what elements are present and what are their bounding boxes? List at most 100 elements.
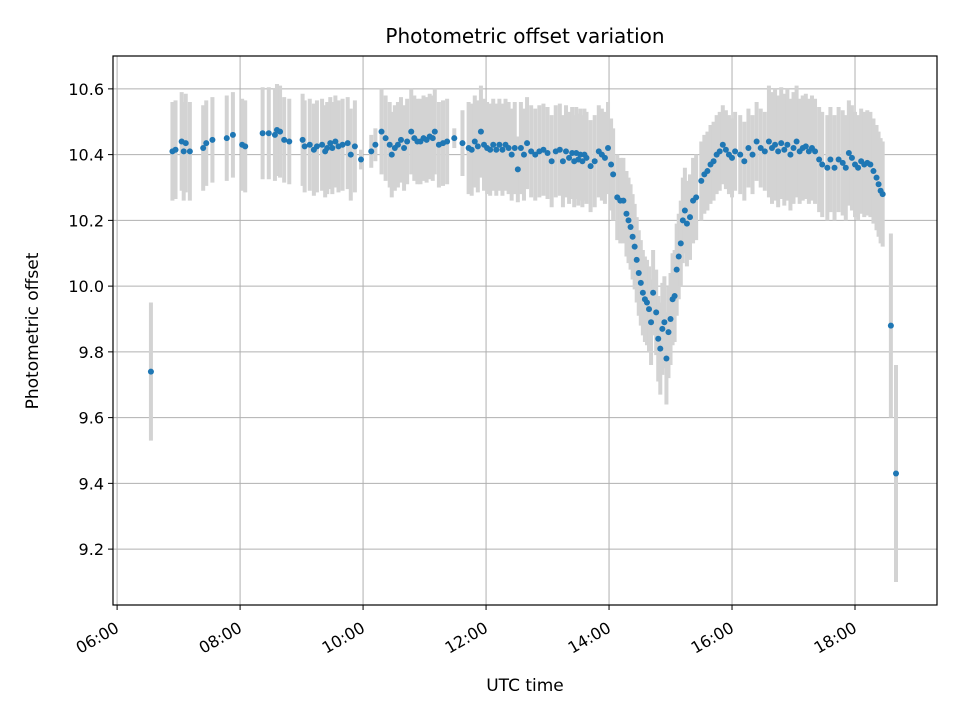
y-tick-label: 10.4 [68,146,104,165]
data-point [556,146,563,153]
data-point [540,146,547,153]
data-point [608,161,615,168]
data-point [646,306,653,313]
data-point [816,156,823,163]
data-point [271,131,278,138]
data-point [587,163,594,170]
data-point [200,145,207,152]
data-point [265,130,272,137]
data-point [831,164,838,171]
data-point [505,145,512,152]
data-point [667,315,674,322]
data-point [431,128,438,135]
x-axis-label: UTC time [486,676,564,696]
data-point [887,322,894,329]
data-point [474,143,481,150]
data-point [671,292,678,299]
data-point [639,289,646,296]
data-point [394,141,401,148]
data-point [528,148,535,155]
data-point [749,151,756,158]
data-point [569,149,576,156]
data-point [468,146,475,153]
data-point [511,145,518,152]
data-point [180,148,187,155]
data-point [693,194,700,201]
data-point [761,148,768,155]
data-point [327,140,334,147]
data-point [351,143,358,150]
data-point [471,138,478,145]
data-point [824,164,831,171]
data-point [737,151,744,158]
data-point [655,335,662,342]
data-point [358,156,365,163]
data-point [848,154,855,161]
data-point [408,128,415,135]
data-point [382,135,389,142]
data-point [772,141,779,148]
data-point [659,325,666,332]
data-point [812,148,819,155]
data-point [577,151,584,158]
y-tick-label: 9.8 [79,343,104,362]
data-point [429,135,436,142]
data-point [867,161,874,168]
data-point [745,145,752,152]
data-point [147,368,154,375]
data-point [182,140,189,147]
data-point [629,233,636,240]
data-point [839,159,846,166]
data-point [499,146,506,153]
data-point [324,145,331,152]
data-point [368,148,375,155]
y-tick-label: 9.2 [79,540,104,559]
data-point [229,131,236,138]
data-point [301,143,308,150]
y-tick-label: 9.4 [79,474,104,493]
data-point [835,156,842,163]
data-point [347,151,354,158]
data-point [562,148,569,155]
data-point [765,138,772,145]
data-point [845,149,852,156]
data-point [757,145,764,152]
data-point [722,146,729,153]
data-point [625,217,632,224]
data-point [517,145,524,152]
data-point [698,177,705,184]
data-point [650,289,657,296]
data-point [623,210,630,217]
data-point [601,154,608,161]
data-point [677,240,684,247]
data-point [687,214,694,221]
data-point [444,138,451,145]
data-point [873,174,880,181]
data-point [514,166,521,173]
data-point [209,136,216,143]
y-axis-ticks: 9.2 9.4 9.6 9.8 10.0 10.2 10.4 10.6 [68,80,113,559]
data-point [665,329,672,336]
data-point [286,138,293,145]
data-point [451,135,458,142]
data-point [875,181,882,188]
data-point [459,140,466,147]
data-point [520,151,527,158]
data-point [378,128,385,135]
data-point [319,141,326,148]
data-point [579,158,586,165]
data-point [753,138,760,145]
data-point [299,136,306,143]
data-point [508,151,515,158]
data-point [827,156,834,163]
data-point [775,148,782,155]
plot-frame [112,55,938,606]
data-point [784,141,791,148]
data-point [675,253,682,260]
data-point [631,243,638,250]
data-point [277,128,284,135]
data-point [591,158,598,165]
data-point [627,223,634,230]
data-point [242,143,249,150]
data-point [704,168,711,175]
